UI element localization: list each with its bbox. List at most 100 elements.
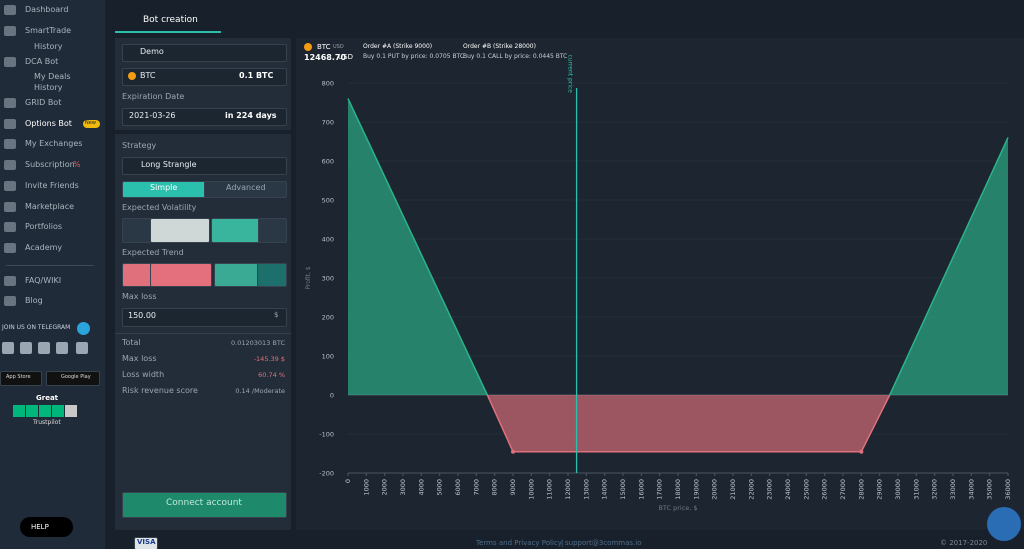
x-tick-label: 33000 [949, 479, 957, 500]
menu-item[interactable]: My Exchanges [25, 139, 83, 148]
menu-item[interactable]: Portfolios [25, 222, 63, 231]
strategy-label: Strategy [122, 141, 157, 150]
help-text: HELP [31, 523, 49, 531]
menu-item[interactable]: Subscription [25, 160, 75, 169]
menu-item[interactable]: GRID Bot [25, 98, 62, 107]
menu-icon [4, 26, 16, 36]
telegram-label: JOIN US ON TELEGRAM [2, 324, 71, 331]
summary-value: 60.74 % [258, 371, 285, 379]
menu-icon [4, 160, 16, 170]
x-tick-label: 1000 [362, 479, 370, 496]
social-icon[interactable] [38, 342, 50, 354]
star [52, 405, 64, 417]
x-tick-label: 17000 [656, 479, 664, 500]
menu-item[interactable]: SmartTrade [25, 26, 72, 35]
current-price-label: current price [567, 55, 574, 94]
menu-item[interactable]: My Deals [34, 72, 71, 81]
volatility-bar-1[interactable] [150, 218, 210, 243]
social-icon[interactable] [20, 342, 32, 354]
strategy-select[interactable] [122, 157, 287, 175]
trend-bar-1[interactable] [150, 263, 212, 287]
menu-icon [4, 202, 16, 212]
x-tick-label: 10000 [527, 479, 535, 500]
y-tick-label: 400 [322, 236, 334, 244]
x-tick-label: 20000 [711, 479, 719, 500]
trend-bear[interactable] [122, 263, 152, 287]
x-tick-label: 0 [344, 479, 352, 483]
pair: BTC [317, 43, 331, 51]
date-select[interactable] [122, 108, 287, 126]
menu-item[interactable]: History [34, 42, 63, 51]
x-tick-label: 35000 [986, 479, 994, 500]
x-tick-label: 32000 [931, 479, 939, 500]
menu-item[interactable]: History [34, 83, 63, 92]
menu-icon [4, 5, 16, 15]
google-play-button[interactable] [46, 371, 100, 386]
x-tick-label: 29000 [876, 479, 884, 500]
separator [115, 333, 291, 334]
x-tick-label: 18000 [674, 479, 682, 500]
chat-button[interactable] [987, 507, 1021, 541]
y-tick-label: 0 [330, 392, 334, 400]
coin-select[interactable] [122, 68, 287, 86]
menu-item[interactable]: Marketplace [25, 202, 75, 211]
volatility-low[interactable] [122, 218, 152, 243]
trend-bar-2[interactable] [214, 263, 259, 287]
menu-item[interactable]: Academy [25, 243, 63, 252]
x-tick-label: 9000 [509, 479, 517, 496]
account-select[interactable] [122, 44, 287, 62]
y-tick-label: 200 [322, 314, 334, 322]
summary-label: Risk revenue score [122, 386, 198, 395]
menu-icon [4, 119, 16, 129]
amount: 0.1 BTC [239, 71, 274, 80]
terms: Terms and Privacy Policy [476, 539, 562, 547]
coin-icon [128, 72, 136, 80]
x-tick-label: 23000 [766, 479, 774, 500]
x-tick-label: 26000 [821, 479, 829, 500]
x-tick-label: 16000 [637, 479, 645, 500]
trend-bull[interactable] [257, 263, 287, 287]
advanced-tab[interactable] [204, 181, 287, 198]
price-unit: USD [338, 53, 353, 61]
menu-icon [4, 222, 16, 232]
payoff-line [889, 137, 1009, 396]
menu-item[interactable]: Options Bot [25, 119, 72, 128]
summary-value: -145.39 $ [253, 355, 285, 363]
max-loss-input[interactable] [122, 308, 287, 327]
x-tick-label: 6000 [454, 479, 462, 496]
volatility-bar-2[interactable] [211, 218, 260, 243]
max-loss-unit: $ [274, 311, 279, 319]
x-tick-label: 8000 [491, 479, 499, 496]
divider [6, 265, 94, 266]
visa: VISA [137, 538, 156, 546]
x-tick-label: 3000 [399, 479, 407, 496]
sidebar [0, 0, 105, 549]
menu-icon [4, 139, 16, 149]
google-play: Google Play [61, 374, 91, 380]
summary-value: 0.01203013 BTC [231, 339, 285, 347]
menu-item[interactable]: Dashboard [25, 5, 69, 14]
payoff-line [347, 98, 489, 396]
social-icon[interactable] [76, 342, 88, 354]
y-tick-label: 100 [322, 353, 334, 361]
menu-item[interactable]: Blog [25, 296, 43, 305]
y-tick-label: 500 [322, 197, 334, 205]
order-a-title: Order #A (Strike 9000) [363, 43, 433, 50]
connect-button[interactable] [122, 492, 287, 518]
social-icon[interactable] [2, 342, 14, 354]
social-icon[interactable] [56, 342, 68, 354]
menu-item[interactable]: FAQ/WIKI [25, 276, 62, 285]
menu-item[interactable]: DCA Bot [25, 57, 59, 66]
copyright: © 2017-2020 [940, 539, 988, 547]
point [511, 449, 515, 454]
volatility-label: Expected Volatility [122, 203, 197, 212]
volatility-high[interactable] [258, 218, 287, 243]
help-button[interactable] [20, 517, 73, 537]
pair-quote: USD [333, 44, 344, 50]
visa-badge [134, 537, 158, 549]
tab: Bot creation [143, 15, 198, 25]
app-store-button[interactable] [0, 371, 42, 386]
menu-item[interactable]: Invite Friends [25, 181, 79, 190]
star [26, 405, 38, 417]
